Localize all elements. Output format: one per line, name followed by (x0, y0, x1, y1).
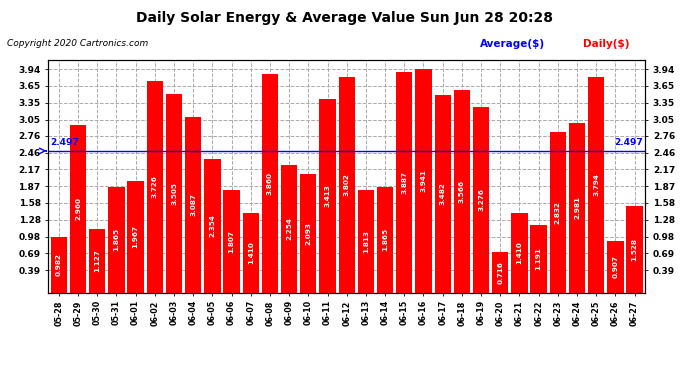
Bar (70, 124, 86, 292)
Text: 1.865: 1.865 (113, 228, 119, 251)
Bar (415, 69, 432, 292)
Text: 0.716: 0.716 (497, 261, 503, 284)
Bar (262, 74, 278, 292)
Bar (224, 190, 239, 292)
Bar (511, 213, 528, 292)
Text: 2.354: 2.354 (209, 214, 215, 237)
Text: 1.813: 1.813 (363, 230, 369, 252)
Text: 3.726: 3.726 (152, 176, 158, 198)
Text: 3.802: 3.802 (344, 173, 350, 196)
Bar (166, 94, 182, 292)
Text: 3.413: 3.413 (324, 184, 331, 207)
Text: 2.254: 2.254 (286, 217, 292, 240)
Bar (569, 123, 585, 292)
Text: 2.832: 2.832 (555, 201, 561, 223)
Bar (243, 213, 259, 292)
Text: 2.960: 2.960 (75, 197, 81, 220)
Text: Copyright 2020 Cartronics.com: Copyright 2020 Cartronics.com (7, 39, 148, 48)
Bar (300, 174, 317, 292)
Bar (492, 252, 509, 292)
Text: 3.887: 3.887 (402, 171, 407, 194)
Text: 1.191: 1.191 (535, 247, 542, 270)
Text: 2.497: 2.497 (615, 138, 643, 147)
Text: 0.982: 0.982 (56, 253, 62, 276)
Text: 1.410: 1.410 (248, 241, 254, 264)
Text: 3.794: 3.794 (593, 174, 599, 196)
Bar (627, 206, 643, 292)
Text: 3.941: 3.941 (420, 170, 426, 192)
Text: 3.566: 3.566 (459, 180, 465, 203)
Bar (357, 190, 374, 292)
Text: 3.276: 3.276 (478, 188, 484, 211)
Bar (473, 107, 489, 292)
Bar (185, 117, 201, 292)
Bar (531, 225, 546, 292)
Text: 1.865: 1.865 (382, 228, 388, 251)
Text: Daily Solar Energy & Average Value Sun Jun 28 20:28: Daily Solar Energy & Average Value Sun J… (137, 11, 553, 25)
Bar (377, 187, 393, 292)
Text: 0.907: 0.907 (613, 255, 618, 278)
Bar (339, 77, 355, 292)
Text: 3.482: 3.482 (440, 182, 446, 205)
Text: 1.807: 1.807 (228, 230, 235, 253)
Text: 2.497: 2.497 (50, 138, 79, 147)
Text: 1.410: 1.410 (516, 241, 522, 264)
Bar (50, 237, 67, 292)
Text: Daily($): Daily($) (583, 39, 629, 50)
Bar (607, 241, 624, 292)
Bar (147, 81, 163, 292)
Bar (128, 181, 144, 292)
Bar (204, 159, 221, 292)
Bar (550, 132, 566, 292)
Text: 2.981: 2.981 (574, 196, 580, 219)
Bar (108, 187, 125, 292)
Text: 3.860: 3.860 (267, 171, 273, 195)
Bar (89, 229, 106, 292)
Text: 3.087: 3.087 (190, 194, 196, 216)
Bar (454, 90, 470, 292)
Text: 1.127: 1.127 (95, 249, 100, 272)
Bar (319, 99, 336, 292)
Text: 1.528: 1.528 (631, 238, 638, 261)
Text: 2.093: 2.093 (306, 222, 311, 245)
Bar (396, 72, 413, 292)
Bar (588, 77, 604, 292)
Bar (281, 165, 297, 292)
Text: Average($): Average($) (480, 39, 544, 50)
Text: 1.967: 1.967 (132, 225, 139, 248)
Text: 3.505: 3.505 (171, 182, 177, 205)
Bar (435, 95, 451, 292)
